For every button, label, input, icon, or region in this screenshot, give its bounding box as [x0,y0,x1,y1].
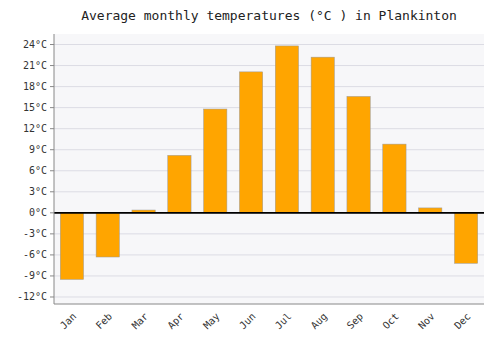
y-tick-label: 21°C [23,60,47,71]
x-axis-line [54,304,484,305]
zero-line [54,212,484,214]
chart-container: Average monthly temperatures (°C ) in Pl… [0,0,500,350]
x-tick-label: Sep [345,311,366,332]
grid-line [54,275,484,276]
y-tick-label: 18°C [23,81,47,92]
y-tick [50,107,54,108]
x-tick-label: Oct [380,311,401,332]
grid-line [54,107,484,108]
y-tick-label: -6°C [23,249,47,260]
y-tick [50,170,54,171]
grid-line [54,44,484,45]
x-tick-label: Mar [130,311,151,332]
grid-line [54,65,484,66]
bar [204,109,227,213]
y-tick-label: 0°C [29,207,47,218]
y-axis-line [54,34,55,304]
grid-line [54,212,484,213]
y-tick-label: -3°C [23,228,47,239]
x-tick-label: Feb [94,311,115,332]
y-tick [50,44,54,45]
bar [347,96,370,212]
grid-line [54,86,484,87]
x-tick-label: Aug [309,311,330,332]
y-tick [50,212,54,213]
y-tick-label: 6°C [29,165,47,176]
y-tick [50,65,54,66]
y-tick-label: 15°C [23,102,47,113]
title: Average monthly temperatures (°C ) in Pl… [81,8,457,23]
y-tick [50,254,54,255]
x-tick-label: Apr [165,311,186,332]
chart: Average monthly temperatures (°C ) in Pl… [0,0,500,350]
x-tick-label: Jul [273,311,294,332]
y-tick [50,149,54,150]
x-axis: Jan Feb Mar Apr May Jun Jul Aug Sep Oct Nov Dec [58,311,473,332]
y-tick-label: 24°C [23,39,47,50]
y-tick [50,128,54,129]
y-tick [50,191,54,192]
y-tick-label: -9°C [23,270,47,281]
y-axis: -12°C -9°C -6°C -3°C 0°C 3°C 6°C 9°C 12°C 15°C 18°… [17,39,54,302]
y-tick-label: 12°C [23,123,47,134]
bar [96,213,119,257]
y-tick [50,296,54,297]
bar [168,155,191,213]
y-tick [50,233,54,234]
bar [383,144,406,213]
x-tick-label: Dec [452,311,473,332]
bar [60,213,83,280]
bar [311,57,334,213]
grid-line [54,128,484,129]
bar [275,46,298,213]
x-tick-label: Nov [416,311,437,332]
y-tick-label: -12°C [17,291,47,302]
grid-line [54,170,484,171]
grid-line [54,149,484,150]
x-tick-label: Jun [237,311,258,332]
y-tick [50,275,54,276]
bars [60,46,477,280]
y-tick [50,86,54,87]
bar [454,213,477,263]
y-grid [54,45,484,297]
grid-line [54,191,484,192]
bar [239,72,262,213]
y-tick-label: 3°C [29,186,47,197]
plot-area [54,34,484,304]
grid-line [54,296,484,297]
y-tick-label: 9°C [29,144,47,155]
x-tick-label: May [201,311,222,332]
x-tick-label: Jan [58,311,79,332]
